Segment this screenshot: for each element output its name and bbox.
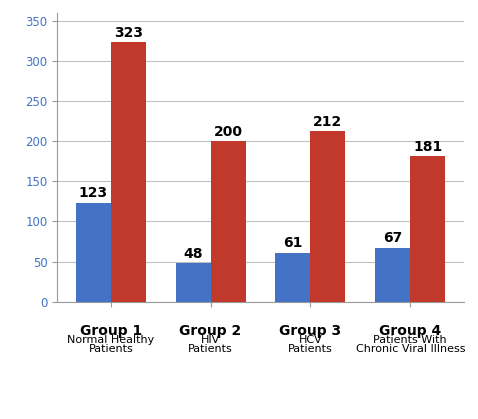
Text: 323: 323 <box>114 26 143 40</box>
Text: Chronic Viral Illness: Chronic Viral Illness <box>356 344 465 354</box>
Bar <box>111 42 146 302</box>
Bar <box>375 248 410 302</box>
Text: 181: 181 <box>413 140 442 154</box>
Text: 61: 61 <box>283 236 303 250</box>
Bar <box>76 203 111 302</box>
Text: Group 4: Group 4 <box>379 324 441 338</box>
Bar <box>310 132 346 302</box>
Text: Patients With: Patients With <box>373 335 447 345</box>
Text: Patients: Patients <box>288 344 333 354</box>
Text: Patients: Patients <box>188 344 233 354</box>
Text: 200: 200 <box>214 125 242 139</box>
Text: 67: 67 <box>383 231 402 246</box>
Text: HCV: HCV <box>299 335 322 345</box>
Text: Patients: Patients <box>88 344 133 354</box>
Bar <box>211 141 246 302</box>
Text: 48: 48 <box>184 247 203 261</box>
Text: 123: 123 <box>79 186 108 201</box>
Text: Group 2: Group 2 <box>179 324 242 338</box>
Text: Group 3: Group 3 <box>279 324 341 338</box>
Text: HIV: HIV <box>201 335 220 345</box>
Bar <box>275 253 310 302</box>
Text: Group 1: Group 1 <box>80 324 142 338</box>
Text: Normal Healthy: Normal Healthy <box>67 335 154 345</box>
Text: 212: 212 <box>313 115 343 129</box>
Bar <box>175 263 211 302</box>
Bar <box>410 156 445 302</box>
